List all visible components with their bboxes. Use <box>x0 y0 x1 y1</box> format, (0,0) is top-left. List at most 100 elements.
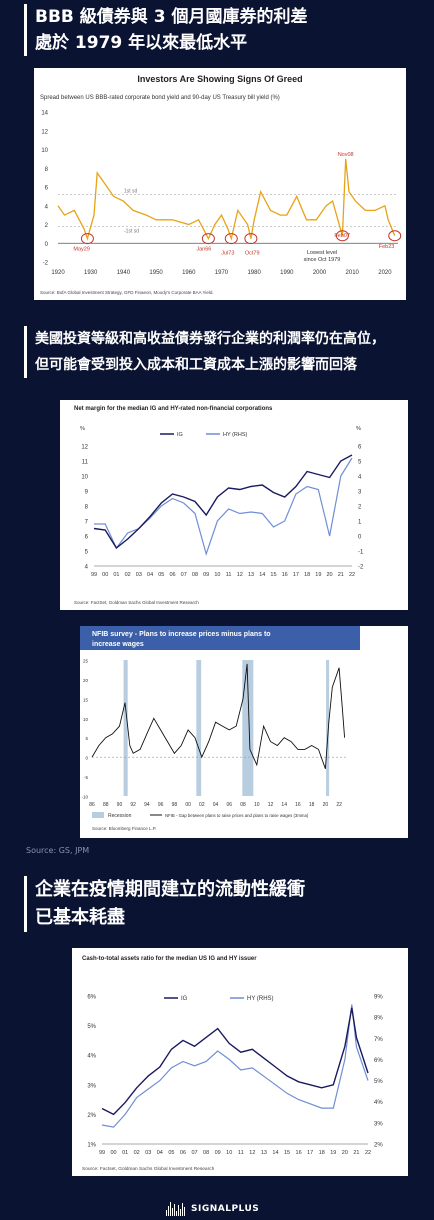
y-right-tick-label: 8% <box>374 1016 383 1022</box>
x-tick-label: 00 <box>111 1150 117 1156</box>
y-left-tick-label: 3% <box>87 1083 96 1089</box>
legend-ig-label: IG <box>177 432 183 438</box>
y-tick-label: 15 <box>83 697 89 702</box>
x-tick-label: 19 <box>315 572 321 578</box>
chart-title: Net margin for the median IG and HY-rate… <box>74 406 273 412</box>
heading-1-line-2: 處於 1979 年以來最低水平 <box>35 33 248 53</box>
x-tick-label: 90 <box>117 802 123 808</box>
annotation-circle <box>335 230 349 242</box>
ig-series-line <box>101 1007 369 1116</box>
y-right-tick-label: -1 <box>358 550 364 556</box>
y-tick-label: 12 <box>41 129 48 135</box>
nfib-chart: NFIB survey - Plans to increase prices m… <box>80 626 360 831</box>
y-tick-label: 4 <box>45 204 49 210</box>
x-tick-label: 08 <box>192 572 198 578</box>
x-tick-label: 09 <box>215 1150 221 1156</box>
x-tick-label: 01 <box>113 572 119 578</box>
chart-title: Cash-to-total assets ratio for the media… <box>82 956 257 962</box>
y-left-tick-label: 9 <box>85 490 89 496</box>
x-tick-label: 14 <box>281 802 287 808</box>
net-margin-chart: Net margin for the median IG and HY-rate… <box>74 406 364 605</box>
logo-text: SIGNALPLUS <box>191 1204 260 1214</box>
x-tick-label: 04 <box>147 572 153 578</box>
x-tick-label: 20 <box>327 572 333 578</box>
y-left-unit: % <box>80 426 85 432</box>
x-tick-label: 12 <box>237 572 243 578</box>
x-tick-label: 16 <box>295 802 301 808</box>
x-tick-label: 11 <box>226 572 232 578</box>
section-heading-1: BBB 級債券與 3 個月國庫券的利差 處於 1979 年以來最低水平 <box>24 4 307 56</box>
chart-source: Source: Bloomberg Finance L.P. <box>92 826 156 831</box>
x-tick-label: 02 <box>134 1150 140 1156</box>
x-tick-label: 18 <box>319 1150 325 1156</box>
chart-source: Source: FactSet, Goldman Sachs Global In… <box>74 600 199 605</box>
section-heading-2: 美國投資等級和高收益債券發行企業的利潤率仍在高位， 但可能會受到投入成本和工資成… <box>24 326 385 378</box>
y-right-tick-label: 0 <box>358 535 362 541</box>
y-tick-label: 10 <box>41 148 48 154</box>
y-right-tick-label: 6% <box>374 1058 383 1064</box>
annotation-nov08: Nov08 <box>338 152 354 158</box>
y-left-tick-label: 5 <box>85 550 89 556</box>
recession-band <box>326 660 330 796</box>
y-right-tick-label: 6 <box>358 445 362 451</box>
heading-2-line-2: 但可能會受到投入成本和工資成本上漲的影響而回落 <box>35 357 357 373</box>
net-margin-chart-panel: Net margin for the median IG and HY-rate… <box>60 400 408 610</box>
y-right-tick-label: 2 <box>358 505 362 511</box>
x-tick-label: 16 <box>296 1150 302 1156</box>
x-tick-label: 22 <box>365 1150 371 1156</box>
x-tick-label: 22 <box>349 572 355 578</box>
annotation-jul73: Jul73 <box>221 251 234 257</box>
x-tick-label: 2000 <box>313 270 327 276</box>
y-left-tick-label: 6 <box>85 535 89 541</box>
x-tick-label: 18 <box>309 802 315 808</box>
x-tick-label: 06 <box>180 1150 186 1156</box>
x-tick-label: 1970 <box>215 270 229 276</box>
y-tick-label: 14 <box>41 111 48 117</box>
y-right-tick-label: 9% <box>374 995 383 1001</box>
x-tick-label: 00 <box>185 802 191 808</box>
y-right-tick-label: 5% <box>374 1079 383 1085</box>
x-tick-label: 05 <box>168 1150 174 1156</box>
x-tick-label: 88 <box>103 802 109 808</box>
x-tick-label: 98 <box>172 802 178 808</box>
y-right-tick-label: 3% <box>374 1121 383 1127</box>
y-right-tick-label: 5 <box>358 460 362 466</box>
y-left-tick-label: 4% <box>87 1054 96 1060</box>
nfib-chart-panel: NFIB survey - Plans to increase prices m… <box>80 626 408 838</box>
x-tick-label: 10 <box>226 1150 232 1156</box>
y-tick-label: 2 <box>45 223 49 229</box>
y-right-tick-label: -2 <box>358 565 364 571</box>
annotation-circle <box>201 233 215 245</box>
x-tick-label: 1940 <box>117 270 131 276</box>
annotation-feb07: Feb07 <box>334 233 350 239</box>
y-tick-label: 10 <box>83 717 89 722</box>
y-left-tick-label: 7 <box>85 520 89 526</box>
annotation-jan66: Jan66 <box>196 247 211 253</box>
chart-title: Investors Are Showing Signs Of Greed <box>137 74 302 84</box>
x-tick-label: 86 <box>89 802 95 808</box>
y-left-tick-label: 8 <box>85 505 89 511</box>
y-left-tick-label: 5% <box>87 1024 96 1030</box>
chart-source: Source: BofA Global Investment Strategy,… <box>40 290 214 295</box>
bbb-spread-chart-panel: Investors Are Showing Signs Of Greed Spre… <box>34 68 406 300</box>
x-tick-label: 1920 <box>51 270 65 276</box>
x-tick-label: 14 <box>272 1150 278 1156</box>
x-tick-label: 22 <box>336 802 342 808</box>
x-tick-label: 1950 <box>149 270 163 276</box>
annotation-lowest-level: Lowest level <box>307 250 337 256</box>
legend-recession-label: Recession <box>108 813 132 819</box>
signalplus-logo: SIGNALPLUS <box>166 1198 259 1220</box>
annotation-circle <box>244 233 258 245</box>
x-tick-label: 17 <box>307 1150 313 1156</box>
x-tick-label: 1930 <box>84 270 98 276</box>
x-tick-label: 92 <box>130 802 136 808</box>
legend-ig-label: IG <box>181 996 188 1002</box>
x-tick-label: 96 <box>158 802 164 808</box>
annotation-since-oct-1979: since Oct 1979 <box>304 257 341 263</box>
cash-ratio-chart-panel: Cash-to-total assets ratio for the media… <box>72 948 408 1176</box>
y-tick-label: 5 <box>85 736 88 741</box>
heading-1-line-1: BBB 級債券與 3 個月國庫券的利差 <box>35 7 308 27</box>
y-left-tick-label: 1% <box>87 1143 96 1149</box>
x-tick-label: 99 <box>99 1150 105 1156</box>
heading-2-line-1: 美國投資等級和高收益債券發行企業的利潤率仍在高位， <box>35 331 385 347</box>
